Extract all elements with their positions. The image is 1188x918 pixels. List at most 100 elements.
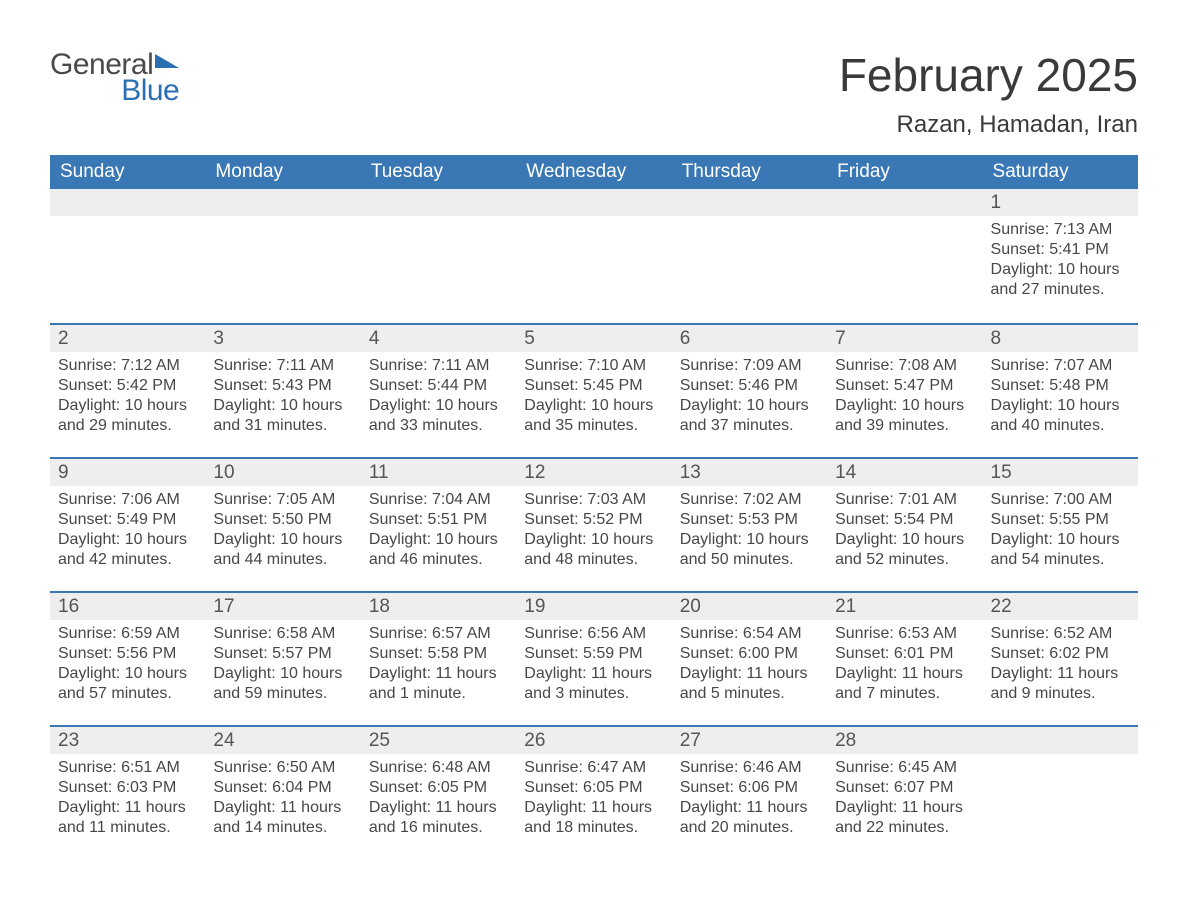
sunrise-line: Sunrise: 6:59 AM: [58, 624, 197, 644]
daylight-line: Daylight: 10 hours and 52 minutes.: [835, 530, 974, 570]
day-cell: [205, 189, 360, 321]
day-number: [361, 189, 516, 217]
sunrise-line: Sunrise: 7:04 AM: [369, 490, 508, 510]
daylight-line: Daylight: 10 hours and 40 minutes.: [991, 396, 1130, 436]
day-cell: 27Sunrise: 6:46 AMSunset: 6:06 PMDayligh…: [672, 727, 827, 857]
week-row: 23Sunrise: 6:51 AMSunset: 6:03 PMDayligh…: [50, 725, 1138, 857]
week-row: 1Sunrise: 7:13 AMSunset: 5:41 PMDaylight…: [50, 189, 1138, 321]
sunrise-line: Sunrise: 6:54 AM: [680, 624, 819, 644]
sunrise-line: Sunrise: 7:10 AM: [524, 356, 663, 376]
daylight-line: Daylight: 10 hours and 54 minutes.: [991, 530, 1130, 570]
week-row: 9Sunrise: 7:06 AMSunset: 5:49 PMDaylight…: [50, 457, 1138, 589]
day-number: 7: [827, 325, 982, 353]
daylight-line: Daylight: 10 hours and 33 minutes.: [369, 396, 508, 436]
sunset-line: Sunset: 6:04 PM: [213, 778, 352, 798]
daylight-line: Daylight: 11 hours and 20 minutes.: [680, 798, 819, 838]
sunset-line: Sunset: 5:54 PM: [835, 510, 974, 530]
sunset-line: Sunset: 5:48 PM: [991, 376, 1130, 396]
day-cell: [827, 189, 982, 321]
sunset-line: Sunset: 5:53 PM: [680, 510, 819, 530]
sunrise-line: Sunrise: 6:48 AM: [369, 758, 508, 778]
day-number: 28: [827, 727, 982, 755]
sunset-line: Sunset: 5:47 PM: [835, 376, 974, 396]
sunset-line: Sunset: 5:55 PM: [991, 510, 1130, 530]
day-cell: 18Sunrise: 6:57 AMSunset: 5:58 PMDayligh…: [361, 593, 516, 723]
daylight-line: Daylight: 11 hours and 11 minutes.: [58, 798, 197, 838]
sunrise-line: Sunrise: 6:46 AM: [680, 758, 819, 778]
day-number: 4: [361, 325, 516, 353]
logo-triangle-icon: [155, 54, 179, 68]
day-cell: 21Sunrise: 6:53 AMSunset: 6:01 PMDayligh…: [827, 593, 982, 723]
day-number: 21: [827, 593, 982, 621]
week-row: 16Sunrise: 6:59 AMSunset: 5:56 PMDayligh…: [50, 591, 1138, 723]
sunrise-line: Sunrise: 6:53 AM: [835, 624, 974, 644]
day-cell: [983, 727, 1138, 857]
sunset-line: Sunset: 5:43 PM: [213, 376, 352, 396]
day-cell: 8Sunrise: 7:07 AMSunset: 5:48 PMDaylight…: [983, 325, 1138, 455]
day-cell: 13Sunrise: 7:02 AMSunset: 5:53 PMDayligh…: [672, 459, 827, 589]
sunset-line: Sunset: 5:52 PM: [524, 510, 663, 530]
day-cell: [672, 189, 827, 321]
sunset-line: Sunset: 5:57 PM: [213, 644, 352, 664]
calendar: Sunday Monday Tuesday Wednesday Thursday…: [50, 155, 1138, 857]
sunset-line: Sunset: 5:46 PM: [680, 376, 819, 396]
sunset-line: Sunset: 6:00 PM: [680, 644, 819, 664]
daylight-line: Daylight: 10 hours and 46 minutes.: [369, 530, 508, 570]
day-cell: 28Sunrise: 6:45 AMSunset: 6:07 PMDayligh…: [827, 727, 982, 857]
dow-saturday: Saturday: [983, 155, 1138, 189]
logo-text: General Blue: [50, 50, 179, 106]
dow-monday: Monday: [205, 155, 360, 189]
sunrise-line: Sunrise: 7:11 AM: [369, 356, 508, 376]
sunset-line: Sunset: 6:07 PM: [835, 778, 974, 798]
sunset-line: Sunset: 6:05 PM: [369, 778, 508, 798]
title-block: February 2025 Razan, Hamadan, Iran: [839, 50, 1138, 149]
daylight-line: Daylight: 11 hours and 22 minutes.: [835, 798, 974, 838]
daylight-line: Daylight: 10 hours and 37 minutes.: [680, 396, 819, 436]
day-number: 23: [50, 727, 205, 755]
sunrise-line: Sunrise: 7:07 AM: [991, 356, 1130, 376]
day-number: 1: [983, 189, 1138, 217]
sunrise-line: Sunrise: 7:12 AM: [58, 356, 197, 376]
logo: General Blue: [50, 50, 179, 106]
day-number: 17: [205, 593, 360, 621]
sunset-line: Sunset: 5:41 PM: [991, 240, 1130, 260]
dow-wednesday: Wednesday: [516, 155, 671, 189]
day-cell: 10 Sunrise: 7:05 AMSunset: 5:50 PMDayligh…: [205, 459, 360, 589]
day-number: 6: [672, 325, 827, 353]
day-number: 10: [205, 459, 360, 487]
dow-thursday: Thursday: [672, 155, 827, 189]
sunset-line: Sunset: 5:58 PM: [369, 644, 508, 664]
header: General Blue February 2025 Razan, Hamada…: [50, 50, 1138, 149]
day-number: [516, 189, 671, 217]
dow-sunday: Sunday: [50, 155, 205, 189]
day-cell: 6Sunrise: 7:09 AMSunset: 5:46 PMDaylight…: [672, 325, 827, 455]
daylight-line: Daylight: 10 hours and 44 minutes.: [213, 530, 352, 570]
day-number: [672, 189, 827, 217]
day-cell: [50, 189, 205, 321]
sunrise-line: Sunrise: 7:02 AM: [680, 490, 819, 510]
day-cell: 2Sunrise: 7:12 AMSunset: 5:42 PMDaylight…: [50, 325, 205, 455]
daylight-line: Daylight: 10 hours and 29 minutes.: [58, 396, 197, 436]
day-number: 11: [361, 459, 516, 487]
sunrise-line: Sunrise: 6:57 AM: [369, 624, 508, 644]
sunrise-line: Sunrise: 7:00 AM: [991, 490, 1130, 510]
sunrise-line: Sunrise: 6:50 AM: [213, 758, 352, 778]
sunset-line: Sunset: 6:03 PM: [58, 778, 197, 798]
day-number: 19: [516, 593, 671, 621]
sunrise-line: Sunrise: 7:03 AM: [524, 490, 663, 510]
sunrise-line: Sunrise: 7:05 AM: [213, 490, 352, 510]
day-cell: 11Sunrise: 7:04 AMSunset: 5:51 PMDayligh…: [361, 459, 516, 589]
sunrise-line: Sunrise: 6:52 AM: [991, 624, 1130, 644]
day-cell: 15Sunrise: 7:00 AMSunset: 5:55 PMDayligh…: [983, 459, 1138, 589]
sunset-line: Sunset: 5:50 PM: [213, 510, 352, 530]
day-cell: 1Sunrise: 7:13 AMSunset: 5:41 PMDaylight…: [983, 189, 1138, 321]
daylight-line: Daylight: 11 hours and 1 minute.: [369, 664, 508, 704]
daylight-line: Daylight: 11 hours and 3 minutes.: [524, 664, 663, 704]
day-cell: 20Sunrise: 6:54 AMSunset: 6:00 PMDayligh…: [672, 593, 827, 723]
sunset-line: Sunset: 5:56 PM: [58, 644, 197, 664]
day-cell: 16Sunrise: 6:59 AMSunset: 5:56 PMDayligh…: [50, 593, 205, 723]
sunrise-line: Sunrise: 7:06 AM: [58, 490, 197, 510]
day-cell: 7Sunrise: 7:08 AMSunset: 5:47 PMDaylight…: [827, 325, 982, 455]
daylight-line: Daylight: 11 hours and 16 minutes.: [369, 798, 508, 838]
daylight-line: Daylight: 10 hours and 27 minutes.: [991, 260, 1130, 300]
